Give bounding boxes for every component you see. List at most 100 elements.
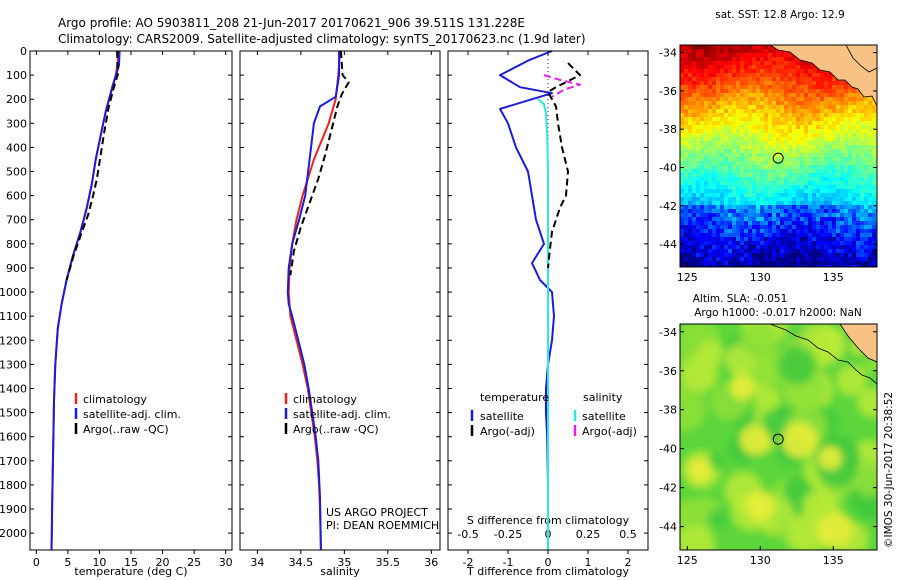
sst-cell [840, 213, 845, 218]
sst-cell [712, 157, 717, 162]
sst-cell [804, 161, 809, 166]
sst-cell [688, 261, 693, 266]
sst-cell [724, 85, 729, 90]
sst-cell [704, 201, 709, 206]
sst-cell [824, 177, 829, 182]
sst-cell [780, 245, 785, 250]
sst-cell [748, 53, 753, 58]
sst-cell [836, 213, 841, 218]
sla-blob [682, 355, 718, 392]
sst-cell [832, 97, 837, 102]
sst-cell [712, 189, 717, 194]
sst-cell [796, 205, 801, 210]
sst-cell [768, 245, 773, 250]
sst-cell [860, 165, 865, 170]
sst-map-frame [679, 44, 878, 268]
sst-cell [680, 181, 685, 186]
sst-cell [788, 73, 793, 78]
sst-cell [736, 137, 741, 142]
x-tick-label: 35.5 [376, 556, 401, 569]
sst-cell [752, 197, 757, 202]
sst-cell [728, 117, 733, 122]
sst-cell [732, 129, 737, 134]
sst-cell [828, 73, 833, 78]
sst-cell [836, 249, 841, 254]
sst-cell [840, 173, 845, 178]
sst-cell [696, 185, 701, 190]
sst-cell [752, 253, 757, 258]
sst-cell [872, 189, 877, 194]
sst-cell [812, 205, 817, 210]
lat-tick-label: -38 [659, 404, 677, 417]
sst-cell [776, 141, 781, 146]
sst-cell [732, 165, 737, 170]
sst-cell [768, 233, 773, 238]
sst-cell [816, 181, 821, 186]
sst-cell [712, 225, 717, 230]
sst-cell [684, 53, 689, 58]
sst-cell [788, 201, 793, 206]
sst-cell [728, 149, 733, 154]
sst-cell [832, 129, 837, 134]
sst-cell [752, 129, 757, 134]
sst-cell [684, 65, 689, 70]
sst-cell [828, 161, 833, 166]
sst-cell [772, 265, 777, 267]
sst-cell [868, 225, 873, 230]
sst-cell [788, 189, 793, 194]
sst-cell [708, 81, 713, 86]
sst-cell [808, 265, 813, 267]
sst-cell [748, 169, 753, 174]
sst-cell [832, 85, 837, 90]
sst-cell [816, 261, 821, 266]
sst-cell [720, 181, 725, 186]
sst-cell [764, 129, 769, 134]
sst-cell [848, 97, 853, 102]
x-tick-label: 20 [156, 556, 170, 569]
lat-tick-label: -40 [659, 161, 677, 174]
sst-cell [832, 133, 837, 138]
sst-cell [716, 209, 721, 214]
sst-cell [848, 221, 853, 226]
sst-cell [708, 249, 713, 254]
sst-cell [764, 169, 769, 174]
sst-cell [812, 169, 817, 174]
sst-cell [824, 197, 829, 202]
sst-cell [836, 217, 841, 222]
sst-cell [700, 165, 705, 170]
sst-cell [844, 145, 849, 150]
sst-cell [860, 181, 865, 186]
sst-cell [712, 145, 717, 150]
sst-cell [820, 77, 825, 82]
sst-cell [816, 153, 821, 158]
sla-blob [754, 386, 781, 413]
x-tick-label: 36 [424, 556, 438, 569]
sst-cell [748, 137, 753, 142]
sst-cell [836, 225, 841, 230]
sst-cell [724, 145, 729, 150]
sst-map-title: sat. SST: 12.8 Argo: 12.9 [715, 9, 845, 21]
sst-cell [704, 193, 709, 198]
sst-cell [748, 89, 753, 94]
sst-cell [836, 229, 841, 234]
sst-cell [840, 81, 845, 86]
sst-cell [828, 153, 833, 158]
sst-cell [840, 97, 845, 102]
sst-cell [864, 149, 869, 154]
sst-cell [736, 213, 741, 218]
sst-cell [756, 261, 761, 266]
sst-cell [868, 237, 873, 242]
sst-cell [732, 197, 737, 202]
sst-cell [840, 141, 845, 146]
sst-cell [812, 101, 817, 106]
sst-cell [872, 241, 877, 246]
sst-cell [788, 177, 793, 182]
sst-cell [868, 185, 873, 190]
series-line-satellite-adj-clim- [50, 50, 121, 551]
sst-cell [760, 81, 765, 86]
x-tick-label: 2 [625, 556, 632, 569]
sst-cell [696, 133, 701, 138]
sst-cell [752, 89, 757, 94]
sst-cell [688, 173, 693, 178]
sst-cell [696, 161, 701, 166]
